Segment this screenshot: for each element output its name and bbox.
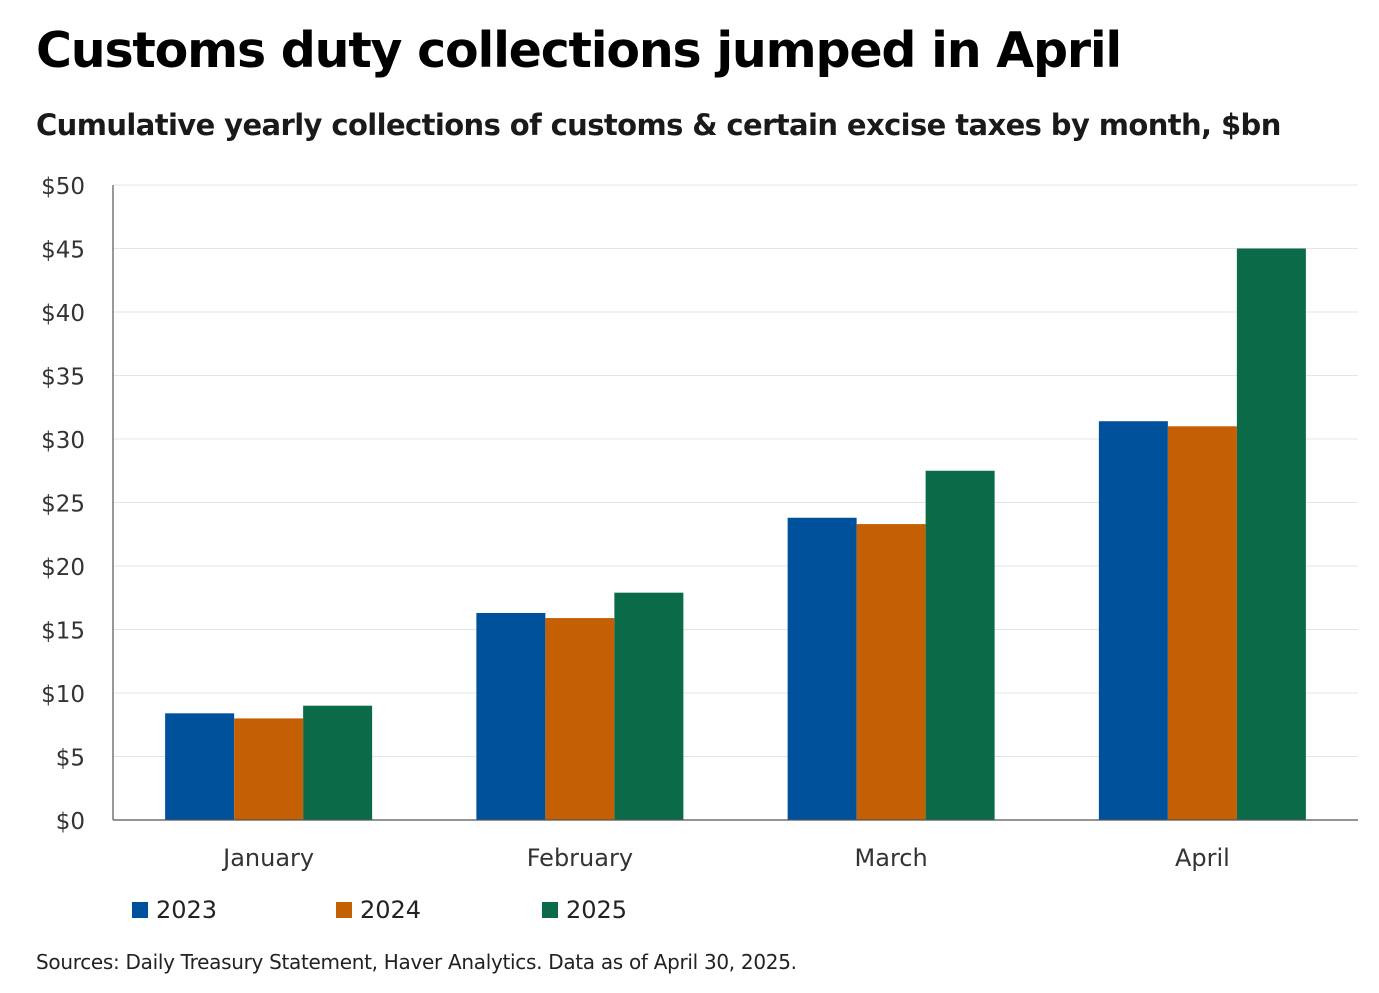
legend-swatch-2023: [132, 902, 148, 918]
legend-item-2023: 2023: [132, 893, 217, 927]
y-tick-label: $50: [41, 174, 85, 200]
bar-february-2023: [476, 612, 546, 820]
y-tick-label: $20: [41, 555, 85, 581]
legend-swatch-2024: [336, 902, 352, 918]
y-tick-label: $15: [41, 619, 85, 645]
bar-february-2025: [614, 592, 684, 820]
legend-label-2025: 2025: [566, 896, 628, 924]
bar-february-2024: [545, 618, 615, 820]
legend-swatch-2025: [542, 902, 558, 918]
axes: [112, 185, 1358, 821]
y-tick-label: $45: [41, 238, 85, 264]
y-tick-label: $25: [41, 492, 85, 518]
legend: 2023 2024 2025: [132, 893, 832, 927]
bars: [165, 248, 1306, 820]
source-note: Sources: Daily Treasury Statement, Haver…: [36, 950, 797, 974]
chart-title: Customs duty collections jumped in April: [36, 22, 1122, 79]
legend-label-2023: 2023: [156, 896, 218, 924]
bar-march-2025: [925, 470, 995, 820]
x-tick-label: January: [221, 844, 314, 872]
x-tick-label: March: [855, 844, 928, 872]
bar-january-2023: [165, 713, 235, 820]
bar-january-2024: [234, 718, 304, 820]
y-tick-label: $0: [56, 809, 85, 835]
bar-march-2023: [787, 517, 857, 820]
legend-item-2025: 2025: [542, 893, 627, 927]
x-tick-label: April: [1175, 844, 1230, 872]
bar-april-2023: [1098, 421, 1168, 820]
bar-march-2024: [856, 524, 926, 820]
y-tick-label: $40: [41, 301, 85, 327]
bar-april-2025: [1236, 248, 1306, 820]
legend-label-2024: 2024: [360, 896, 422, 924]
legend-item-2024: 2024: [336, 893, 421, 927]
y-tick-label: $30: [41, 428, 85, 454]
y-tick-label: $10: [41, 682, 85, 708]
bar-january-2025: [303, 705, 373, 820]
bar-april-2024: [1167, 426, 1237, 820]
x-tick-label: February: [527, 844, 633, 872]
y-tick-label: $5: [56, 746, 85, 772]
chart-subtitle: Cumulative yearly collections of customs…: [36, 108, 1281, 142]
tick-labels: $0 $5 $10 $15 $20 $25 $30 $35 $40 $45 $50 January Fe…: [41, 174, 1230, 872]
y-tick-label: $35: [41, 365, 85, 391]
